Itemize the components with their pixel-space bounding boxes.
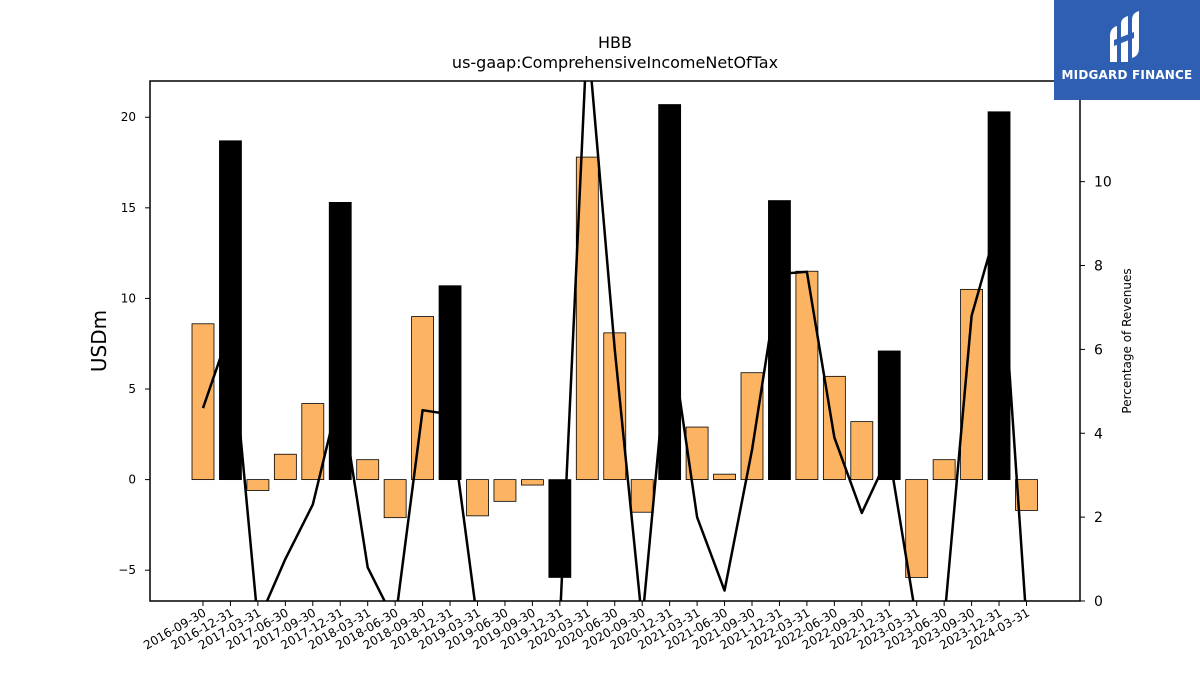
logo-text: MIDGARD FINANCE — [1061, 68, 1193, 82]
bar-2022-12-31 — [877, 350, 901, 481]
y2-tick-label: 6 — [1094, 342, 1103, 358]
bar-2018-12-31 — [438, 285, 462, 481]
bar-2019-09-30 — [521, 479, 544, 486]
y-axis-label: USDm — [87, 310, 111, 372]
chart-title: HBB — [598, 33, 632, 52]
bar-2018-03-31 — [356, 459, 380, 481]
y2-tick-label: 8 — [1094, 259, 1103, 275]
bar-2016-09-30 — [191, 323, 215, 481]
brand-logo: MIDGARD FINANCE — [1054, 0, 1200, 100]
bar-2020-03-31 — [575, 156, 599, 481]
bar-2019-12-31 — [548, 479, 572, 578]
y-tick-label: 20 — [121, 110, 136, 124]
midgard-logo-icon — [1110, 11, 1139, 62]
bar-2017-03-31 — [246, 479, 270, 491]
y2-tick-label: 0 — [1094, 594, 1103, 610]
percentage-of-revenues-line — [201, 81, 1027, 601]
bar-2021-03-31 — [685, 426, 709, 480]
y2-axis-label: Percentage of Revenues — [1120, 268, 1134, 413]
bar-2023-06-30 — [932, 459, 956, 481]
y-tick-label: 5 — [128, 382, 136, 396]
bar-2020-09-30 — [630, 479, 654, 513]
bar-2019-03-31 — [466, 479, 489, 517]
y-tick-label: 15 — [121, 201, 136, 215]
bar-2017-06-30 — [273, 453, 297, 481]
bar-2019-06-30 — [493, 479, 517, 502]
y2-tick-label: 4 — [1094, 426, 1103, 442]
bar-2024-03-31 — [1015, 479, 1038, 511]
bar-2022-09-30 — [850, 421, 874, 481]
bar-2018-09-30 — [411, 316, 435, 481]
bar-2023-12-31 — [987, 111, 1011, 480]
line-group — [201, 81, 1027, 601]
bar-2016-12-31 — [219, 140, 242, 481]
y-tick-label: 0 — [128, 473, 136, 487]
y-tick-label: −5 — [118, 563, 136, 577]
bar-2021-09-30 — [740, 372, 764, 481]
y-tick-label: 10 — [121, 291, 136, 305]
bar-2023-09-30 — [960, 288, 983, 480]
y2-tick-label: 2 — [1094, 510, 1103, 526]
bar-2021-06-30 — [713, 473, 736, 481]
y2-tick-label: 10 — [1094, 175, 1112, 191]
chart-subtitle: us-gaap:ComprehensiveIncomeNetOfTax — [452, 53, 778, 72]
bar-2022-03-31 — [795, 270, 819, 480]
bar-2018-06-30 — [383, 479, 407, 519]
bar-2020-06-30 — [603, 332, 627, 481]
bars-group — [191, 104, 1038, 578]
bar-2023-03-31 — [905, 479, 929, 578]
bar-2017-09-30 — [301, 403, 325, 481]
bar-2021-12-31 — [768, 200, 791, 480]
